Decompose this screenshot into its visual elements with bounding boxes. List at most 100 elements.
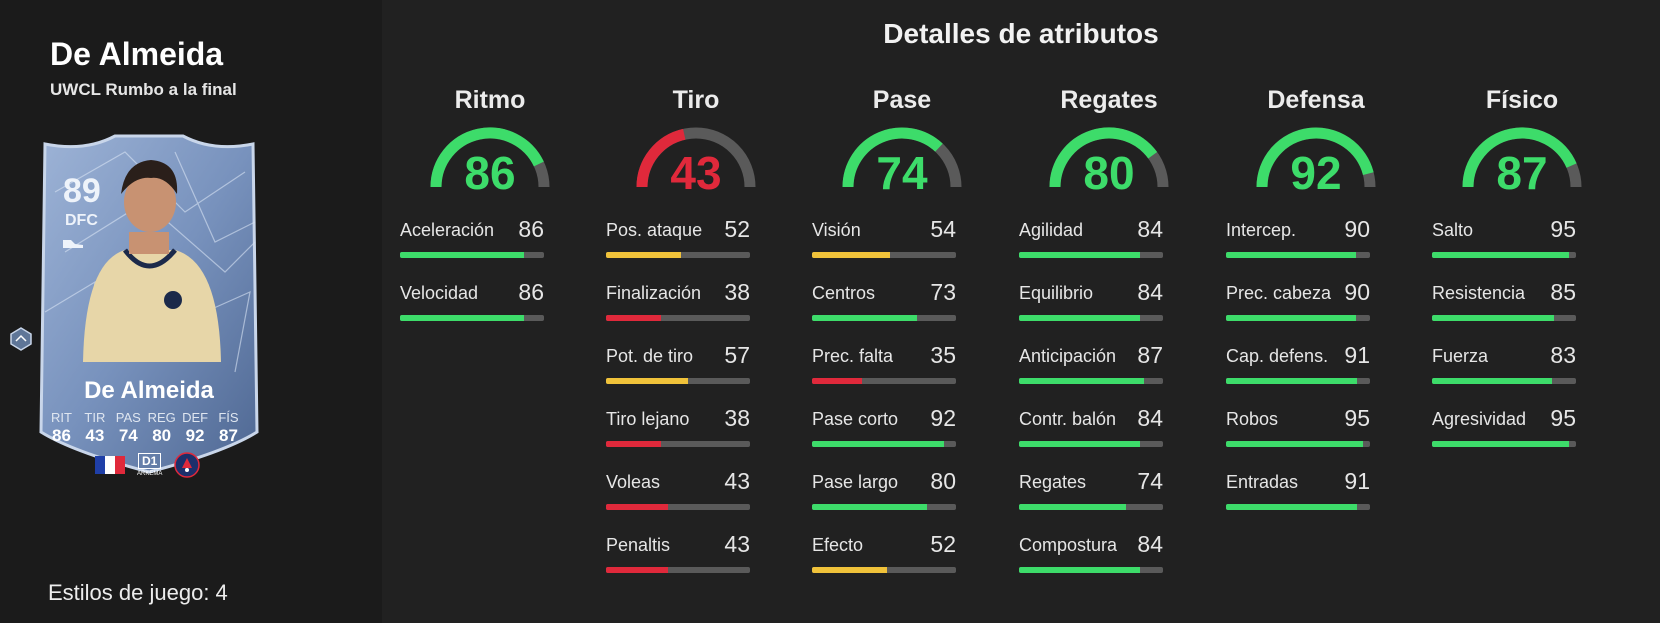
card-stat-label: RIT bbox=[51, 410, 72, 425]
card-stat-value: 86 bbox=[52, 426, 71, 445]
attribute-value: 91 bbox=[1344, 342, 1370, 368]
attribute-bar-fill bbox=[606, 567, 668, 573]
attribute-row: Prec. falta 35 bbox=[812, 342, 992, 406]
gauge-fill bbox=[1049, 127, 1158, 188]
gauge-arc bbox=[636, 127, 756, 188]
attribute-bar-fill bbox=[1019, 441, 1140, 447]
attribute-label: Agresividad bbox=[1432, 409, 1527, 429]
attribute-label: Anticipación bbox=[1019, 346, 1117, 366]
attribute-bar bbox=[1226, 315, 1370, 321]
attribute-label: Prec. falta bbox=[812, 346, 894, 366]
attribute-value: 86 bbox=[518, 216, 544, 242]
card-stat-value: 80 bbox=[152, 426, 172, 445]
attribute-bar bbox=[1019, 378, 1163, 384]
attribute-bar bbox=[1432, 315, 1576, 321]
attribute-value: 91 bbox=[1344, 468, 1370, 494]
attribute-bar bbox=[1432, 252, 1576, 258]
gauge-fill bbox=[1256, 127, 1374, 188]
gauge-fill bbox=[842, 127, 943, 188]
card-stat-value: 43 bbox=[85, 426, 105, 445]
attribute-row: Compostura 84 bbox=[1019, 531, 1199, 595]
attribute-value: 54 bbox=[930, 216, 956, 242]
category-gauge: 87 bbox=[1432, 124, 1612, 204]
card-stat-label: REG bbox=[147, 410, 176, 425]
attribute-value: 80 bbox=[930, 468, 956, 494]
attribute-bar-fill bbox=[400, 315, 524, 321]
attribute-bar bbox=[812, 504, 956, 510]
attribute-bar bbox=[400, 252, 544, 258]
attribute-row: Penaltis 43 bbox=[606, 531, 786, 595]
attribute-label: Prec. cabeza bbox=[1226, 283, 1332, 303]
attribute-label: Regates bbox=[1019, 472, 1087, 492]
league-badge-icon: D1 ARKEMA bbox=[137, 453, 162, 477]
attribute-bar-fill bbox=[400, 252, 524, 258]
category-value: 92 bbox=[1290, 147, 1342, 199]
attribute-value: 90 bbox=[1344, 279, 1370, 305]
attribute-row: Pase corto 92 bbox=[812, 405, 992, 469]
gauge-arc bbox=[430, 127, 550, 188]
card-background bbox=[39, 134, 259, 474]
card-rating: 89 bbox=[63, 172, 101, 210]
category-gauge: 92 bbox=[1226, 124, 1406, 204]
attribute-value: 84 bbox=[1137, 216, 1163, 242]
category-value: 43 bbox=[670, 147, 722, 199]
card-stat-labels: RIT TIR PAS REG DEF FÍS bbox=[45, 410, 245, 425]
attribute-bar-fill bbox=[1019, 504, 1126, 510]
attribute-value: 43 bbox=[724, 531, 750, 557]
gauge-arc bbox=[1462, 127, 1582, 188]
attribute-label: Robos bbox=[1226, 409, 1279, 429]
attribute-bar-fill bbox=[812, 567, 887, 573]
card-stat-value: 74 bbox=[118, 426, 138, 445]
attribute-bar-fill bbox=[1019, 378, 1145, 384]
attribute-row: Anticipación 87 bbox=[1019, 342, 1199, 406]
attribute-bar bbox=[812, 378, 956, 384]
attribute-bar-fill bbox=[606, 252, 681, 258]
section-title: Detalles de atributos bbox=[883, 18, 1159, 49]
attribute-value: 38 bbox=[724, 405, 750, 431]
attribute-bar bbox=[606, 252, 750, 258]
attribute-label: Voleas bbox=[606, 472, 661, 492]
attribute-row: Agresividad 95 bbox=[1432, 405, 1612, 469]
attribute-row: Cap. defens. 91 bbox=[1226, 342, 1406, 406]
attribute-value: 86 bbox=[518, 279, 544, 305]
category-gauge: 80 bbox=[1019, 124, 1199, 204]
category-regates: Regates 80 Agilidad 84 Equilibrio 84 Anticipac… bbox=[1019, 86, 1199, 573]
category-tiro: Tiro 43 Pos. ataque 52 Finalización 38 Pot. de… bbox=[606, 86, 786, 573]
attribute-row: Velocidad 86 bbox=[400, 279, 580, 343]
attribute-bar bbox=[1432, 378, 1576, 384]
attribute-bar bbox=[1226, 252, 1370, 258]
attribute-label: Efecto bbox=[812, 535, 864, 555]
category-name: Tiro bbox=[672, 86, 720, 114]
attribute-row: Voleas 43 bbox=[606, 468, 786, 532]
category-ritmo: Ritmo 86 Aceleración 86 Velocidad 86 bbox=[400, 86, 580, 321]
category-gauge: 74 bbox=[812, 124, 992, 204]
attribute-bar-fill bbox=[1019, 567, 1140, 573]
attribute-bar-fill bbox=[1432, 252, 1569, 258]
attribute-bar-fill bbox=[812, 378, 863, 384]
player-name: De Almeida bbox=[50, 36, 224, 72]
attribute-label: Cap. defens. bbox=[1226, 346, 1329, 366]
player-card[interactable]: 89 DFC De Almeida RIT TIR PAS REG DEF FÍ… bbox=[25, 132, 273, 490]
attribute-bar bbox=[1226, 504, 1370, 510]
attribute-value: 84 bbox=[1137, 531, 1163, 557]
playstyles-count[interactable]: Estilos de juego: 4 bbox=[48, 580, 228, 605]
attribute-value: 95 bbox=[1344, 405, 1370, 431]
league-badge-sub: ARKEMA bbox=[137, 471, 163, 477]
category-pase: Pase 74 Visión 54 Centros 73 Prec. falta 35 Pase… bbox=[812, 86, 992, 573]
card-position: DFC bbox=[65, 212, 98, 229]
attribute-label: Pase largo bbox=[812, 472, 899, 492]
attribute-label: Intercep. bbox=[1226, 220, 1297, 240]
attribute-row: Equilibrio 84 bbox=[1019, 279, 1199, 343]
attribute-label: Pase corto bbox=[812, 409, 899, 429]
category-gauge: 43 bbox=[606, 124, 786, 204]
attribute-bar-fill bbox=[606, 315, 661, 321]
attribute-bar bbox=[1432, 441, 1576, 447]
attribute-label: Contr. balón bbox=[1019, 409, 1117, 429]
attribute-value: 57 bbox=[724, 342, 750, 368]
category-name: Pase bbox=[872, 86, 932, 114]
attribute-bar-fill bbox=[812, 441, 945, 447]
gauge-fill bbox=[636, 128, 686, 188]
attribute-bar-fill bbox=[606, 504, 668, 510]
attribute-bar-fill bbox=[1432, 315, 1555, 321]
attribute-bar bbox=[1019, 441, 1163, 447]
